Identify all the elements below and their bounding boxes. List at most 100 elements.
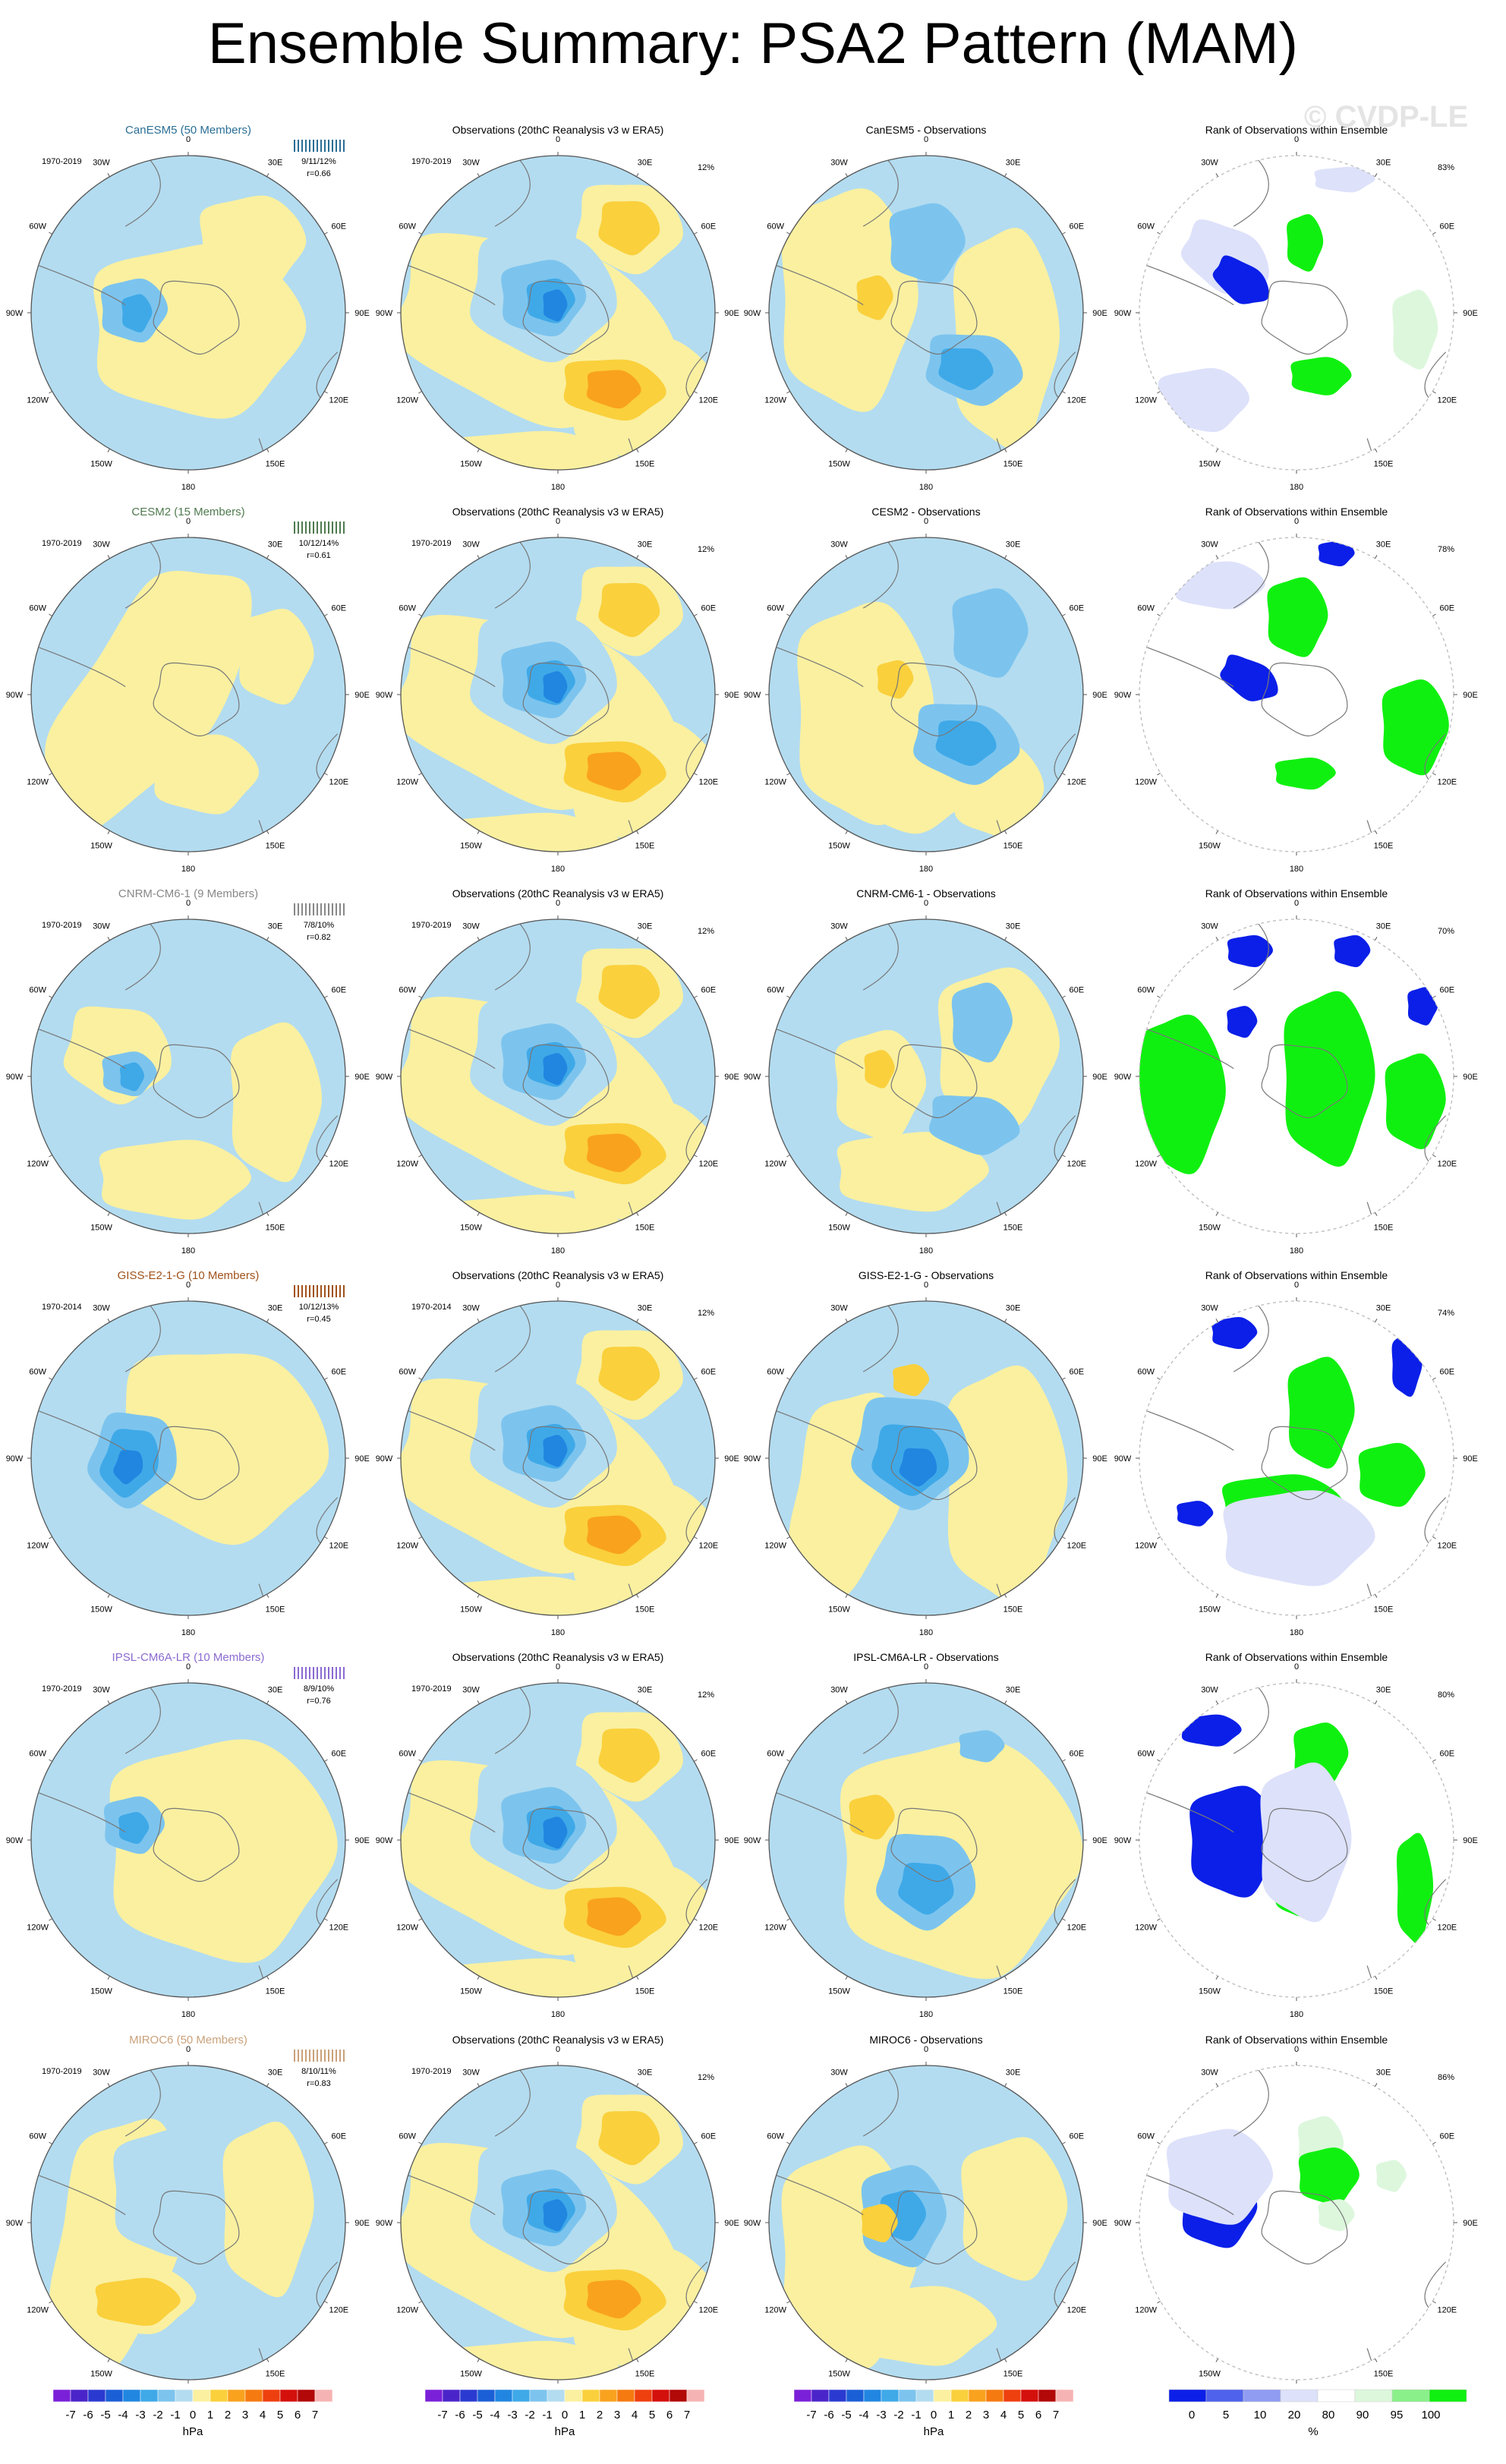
lon-label: 60E xyxy=(701,604,717,613)
lon-tick xyxy=(418,1918,422,1921)
antarctica-coastline xyxy=(153,662,240,737)
member-whisker xyxy=(294,140,345,152)
lon-tick xyxy=(1215,1319,1218,1322)
lon-tick xyxy=(786,232,790,235)
lon-tick xyxy=(1375,449,1378,452)
south-america-coastline xyxy=(1147,265,1234,306)
contour-field xyxy=(769,919,1083,1234)
obs-title: Observations (20thC Reanalysis v3 w ERA5… xyxy=(452,887,664,900)
obs-period: 1970-2019 xyxy=(411,921,452,930)
colorbar-tick: -3 xyxy=(135,2409,145,2421)
south-america-coastline xyxy=(39,1410,126,1451)
lon-tick xyxy=(324,1918,328,1921)
antarctica-coastline xyxy=(890,280,978,355)
model-title: CESM2 (15 Members) xyxy=(131,506,244,518)
contour-region xyxy=(1397,1832,1434,1945)
member-whisker xyxy=(294,1667,345,1679)
contour-field xyxy=(31,156,345,470)
south-america-coastline xyxy=(39,265,126,306)
lon-label: 30W xyxy=(830,159,848,168)
lon-tick xyxy=(266,555,269,559)
south-america-coastline xyxy=(124,922,161,991)
colorbar-swatch xyxy=(1168,2389,1207,2403)
lon-label: 30E xyxy=(638,1304,653,1313)
lon-label: 90W xyxy=(376,309,393,318)
lon-label: 150W xyxy=(460,1987,482,1996)
obs-variance: 12% xyxy=(698,927,714,936)
contour-region xyxy=(598,200,660,256)
lon-tick xyxy=(1432,995,1436,998)
lon-label: 0 xyxy=(556,1281,560,1290)
south-america-coastline xyxy=(777,1410,864,1451)
contour-region xyxy=(1220,654,1278,701)
model-map-panel: 0 30E 60E 90E 120E 150E 180 150W 120W 90W 60W 30W xyxy=(6,899,370,1256)
lon-label: 180 xyxy=(551,2010,565,2019)
australia-coastline xyxy=(316,351,339,400)
lon-label: 120E xyxy=(329,778,348,787)
australia-coastline xyxy=(685,1879,708,1927)
contour-region xyxy=(1385,1053,1446,1149)
lon-label: 150W xyxy=(90,1605,112,1614)
colorbar-swatch xyxy=(442,2389,461,2403)
lon-label: 30W xyxy=(93,1686,110,1695)
diff-map-panel: 0 30E 60E 90E 120E 150E 180 150W 120W 90W 60W 30W xyxy=(744,135,1107,492)
lon-tick xyxy=(1375,830,1378,834)
lon-tick xyxy=(418,391,422,394)
lon-label: 150E xyxy=(1003,1605,1023,1614)
lon-label: 150E xyxy=(1374,2369,1394,2378)
colorbar-tick: 0 xyxy=(1189,2409,1195,2421)
lon-label: 30W xyxy=(93,540,110,550)
model-title: IPSL-CM6A-LR (10 Members) xyxy=(112,1651,265,1664)
south-america-coastline xyxy=(1233,1685,1269,1754)
lon-label: 90E xyxy=(1092,691,1107,700)
contour-region xyxy=(543,1816,568,1849)
lon-label: 60W xyxy=(767,604,784,613)
lon-tick xyxy=(1004,937,1007,941)
contour-region xyxy=(935,720,997,767)
lon-tick xyxy=(1004,449,1007,452)
lon-tick xyxy=(845,937,848,941)
antarctica-coastline xyxy=(153,2190,240,2265)
lon-tick xyxy=(324,391,328,394)
lon-label: 30E xyxy=(1376,2069,1391,2078)
lon-label: 150E xyxy=(266,841,285,850)
lon-label: 120E xyxy=(1066,1924,1086,1933)
australia-coastline xyxy=(685,1115,708,1164)
south-america-coastline xyxy=(39,1029,126,1070)
colorbar-tick: -1 xyxy=(911,2409,921,2421)
colorbar-tick: 5 xyxy=(649,2409,655,2421)
lon-tick xyxy=(694,232,698,235)
lon-tick xyxy=(324,1536,328,1539)
obs-period: 1970-2019 xyxy=(411,2067,452,2076)
lon-tick xyxy=(845,2083,848,2087)
lon-label: 30E xyxy=(1376,159,1391,168)
contour-region xyxy=(543,671,568,704)
contour-region xyxy=(598,582,660,638)
lon-label: 90E xyxy=(724,1836,739,1845)
lon-label: 30E xyxy=(638,159,653,168)
antarctica-coastline xyxy=(522,662,610,737)
lon-label: 0 xyxy=(924,2045,928,2054)
south-america-coastline xyxy=(1233,2068,1269,2137)
lon-label: 90E xyxy=(1092,2219,1107,2228)
lon-label: 120E xyxy=(1437,778,1457,787)
lon-label: 30W xyxy=(462,159,480,168)
lon-label: 30E xyxy=(1376,1304,1391,1313)
lon-label: 60W xyxy=(1137,1368,1155,1377)
lon-label: 90W xyxy=(6,309,24,318)
colorbar-tick: 0 xyxy=(562,2409,568,2421)
lon-label: 0 xyxy=(1294,1662,1299,1672)
lon-tick xyxy=(1215,1212,1218,1216)
lon-tick xyxy=(1375,1700,1378,1704)
rank-percentage: 86% xyxy=(1438,2073,1454,2082)
diff-title: CESM2 - Observations xyxy=(871,506,980,518)
contour-region xyxy=(1189,1785,1281,1898)
lon-label: 120W xyxy=(1135,778,1157,787)
lon-tick xyxy=(1157,995,1161,998)
lon-tick xyxy=(324,1155,328,1158)
lon-label: 60E xyxy=(701,222,717,232)
model-title: CanESM5 (50 Members) xyxy=(125,124,251,137)
colorbar-tick: 3 xyxy=(983,2409,989,2421)
